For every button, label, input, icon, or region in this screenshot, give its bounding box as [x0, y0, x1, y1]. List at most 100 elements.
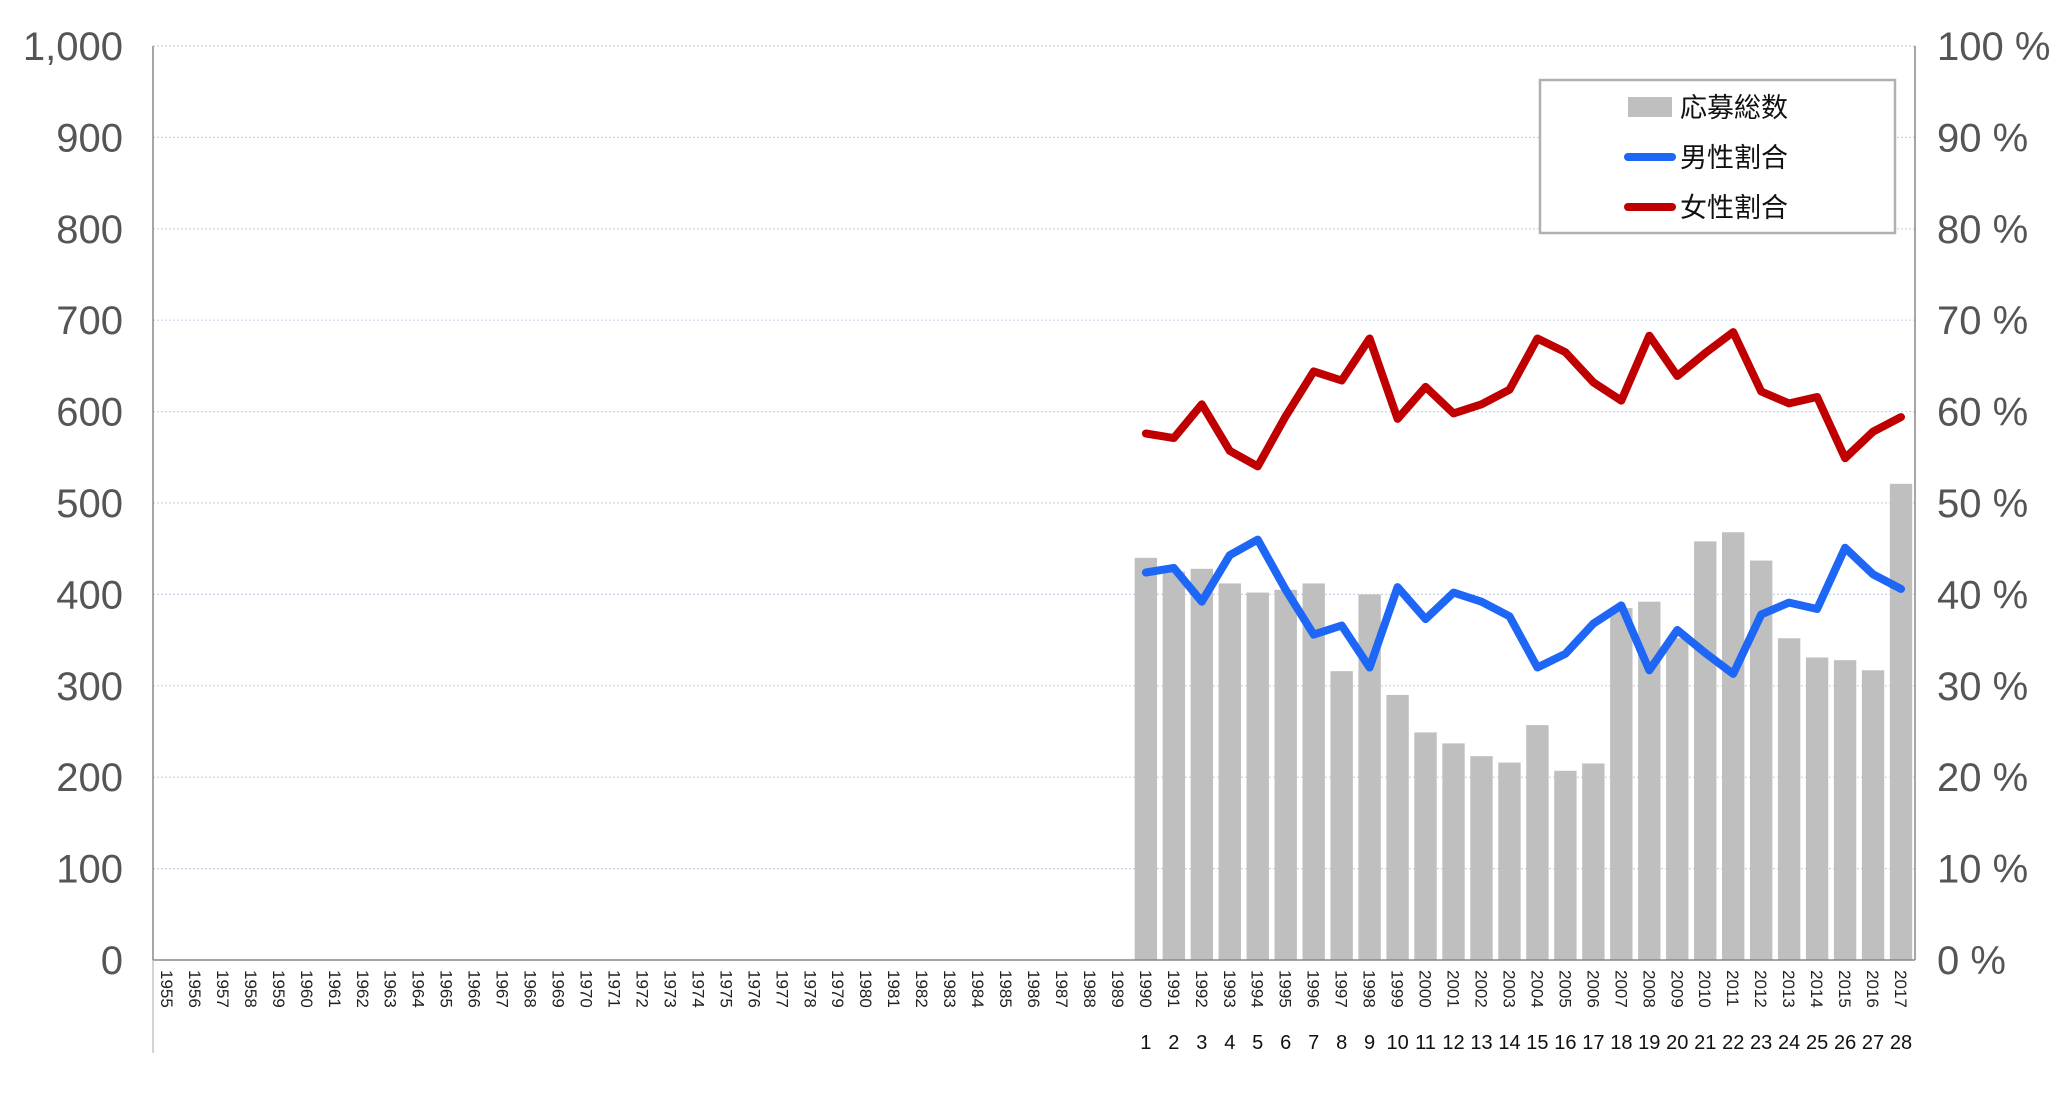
bar — [1889, 483, 1913, 960]
x-tick-label: 1966 — [465, 970, 484, 1008]
legend-label: 男性割合 — [1680, 143, 1788, 174]
left-tick-label: 100 — [56, 848, 123, 892]
bar — [1722, 532, 1745, 960]
x-tick-label: 1985 — [996, 970, 1015, 1008]
bar — [1638, 601, 1661, 960]
x-index-label: 12 — [1442, 1032, 1464, 1054]
x-tick-label: 2003 — [1499, 970, 1518, 1008]
left-tick-label: 1,000 — [23, 25, 123, 69]
line-series — [1141, 328, 1905, 678]
x-tick-label: 1975 — [716, 970, 735, 1008]
bar — [1358, 594, 1381, 960]
x-index-label: 11 — [1415, 1032, 1436, 1054]
x-index-label: 24 — [1778, 1032, 1800, 1054]
x-tick-label: 1973 — [660, 970, 679, 1008]
x-tick-label: 1991 — [1164, 970, 1183, 1008]
x-tick-label: 1982 — [912, 970, 931, 1008]
x-tick-label: 1958 — [241, 970, 260, 1008]
bar-series-total — [1134, 483, 1913, 960]
bar — [1498, 762, 1521, 960]
x-index-label: 5 — [1252, 1032, 1263, 1054]
bar — [1582, 763, 1605, 960]
x-index-label: 21 — [1694, 1032, 1716, 1054]
x-index-label: 23 — [1750, 1032, 1772, 1054]
x-axis-ticks: 1955 1956 1957 1958 1959 1960 1961 1962 1963 1964… — [157, 970, 1912, 1054]
x-tick-label: 1965 — [437, 970, 456, 1008]
x-tick-label: 1969 — [549, 970, 568, 1008]
x-tick-label: 1997 — [1332, 970, 1351, 1008]
right-tick-label: 30 % — [1937, 665, 2028, 709]
right-tick-label: 10 % — [1937, 848, 2028, 892]
x-tick-label: 1992 — [1192, 970, 1211, 1008]
legend-swatch-bar — [1628, 97, 1672, 117]
x-tick-label: 1990 — [1136, 970, 1155, 1008]
x-tick-label: 2017 — [1891, 970, 1910, 1008]
x-tick-label: 1984 — [968, 970, 987, 1008]
x-tick-label: 1983 — [940, 970, 959, 1008]
legend-box — [1538, 78, 1897, 235]
x-tick-label: 1989 — [1108, 970, 1127, 1008]
left-tick-label: 700 — [56, 299, 123, 343]
legend-label: 応募総数 — [1680, 93, 1788, 124]
x-tick-label: 1962 — [353, 970, 372, 1008]
x-index-label: 9 — [1364, 1032, 1375, 1054]
axes — [152, 46, 1916, 1053]
left-tick-label: 800 — [56, 208, 123, 252]
x-index-label: 19 — [1638, 1032, 1660, 1054]
bar — [1861, 670, 1885, 960]
x-tick-label: 2001 — [1444, 970, 1463, 1008]
x-tick-label: 1968 — [521, 970, 540, 1008]
x-tick-label: 1995 — [1276, 970, 1295, 1008]
x-tick-label: 2012 — [1751, 970, 1770, 1008]
bar — [1470, 756, 1493, 960]
x-tick-label: 1964 — [409, 970, 428, 1008]
x-index-label: 28 — [1890, 1032, 1912, 1054]
x-tick-label: 1971 — [604, 970, 623, 1008]
bar — [1414, 732, 1437, 960]
bar — [1833, 660, 1857, 960]
x-tick-label: 1956 — [185, 970, 204, 1008]
x-index-label: 15 — [1526, 1032, 1548, 1054]
x-tick-label: 1978 — [800, 970, 819, 1008]
series-line — [1141, 328, 1905, 471]
x-tick-label: 1970 — [577, 970, 596, 1008]
x-tick-label: 1980 — [856, 970, 875, 1008]
x-tick-label: 1959 — [269, 970, 288, 1008]
x-tick-label: 1994 — [1248, 970, 1267, 1008]
bar — [1246, 592, 1269, 960]
left-tick-label: 200 — [56, 756, 123, 800]
bar — [1610, 608, 1633, 960]
x-tick-label: 1972 — [632, 970, 651, 1008]
series-line — [1141, 535, 1905, 678]
x-tick-label: 1987 — [1052, 970, 1071, 1008]
x-tick-label: 1986 — [1024, 970, 1043, 1008]
x-tick-label: 2014 — [1807, 970, 1826, 1008]
right-tick-label: 20 % — [1937, 756, 2028, 800]
x-index-label: 17 — [1582, 1032, 1604, 1054]
x-tick-label: 2010 — [1695, 970, 1714, 1008]
x-index-label: 20 — [1666, 1032, 1688, 1054]
right-tick-label: 60 % — [1937, 391, 2028, 435]
x-tick-label: 1996 — [1304, 970, 1323, 1008]
bar — [1442, 743, 1465, 960]
x-index-label: 22 — [1722, 1032, 1744, 1054]
x-tick-label: 1976 — [744, 970, 763, 1008]
x-tick-label: 1957 — [213, 970, 232, 1008]
x-index-label: 1 — [1140, 1032, 1151, 1054]
x-tick-label: 1981 — [884, 970, 903, 1008]
x-tick-label: 1998 — [1360, 970, 1379, 1008]
left-tick-label: 0 — [101, 939, 123, 983]
bar — [1749, 560, 1773, 960]
x-tick-label: 2005 — [1555, 970, 1574, 1008]
bar — [1218, 583, 1241, 960]
x-index-label: 8 — [1336, 1032, 1347, 1054]
bar — [1777, 638, 1801, 960]
bar — [1666, 638, 1689, 960]
x-tick-label: 2016 — [1863, 970, 1882, 1008]
bar — [1274, 589, 1297, 960]
x-index-label: 3 — [1196, 1032, 1207, 1054]
x-tick-label: 2013 — [1779, 970, 1798, 1008]
right-tick-label: 70 % — [1937, 299, 2028, 343]
x-tick-label: 2009 — [1667, 970, 1686, 1008]
